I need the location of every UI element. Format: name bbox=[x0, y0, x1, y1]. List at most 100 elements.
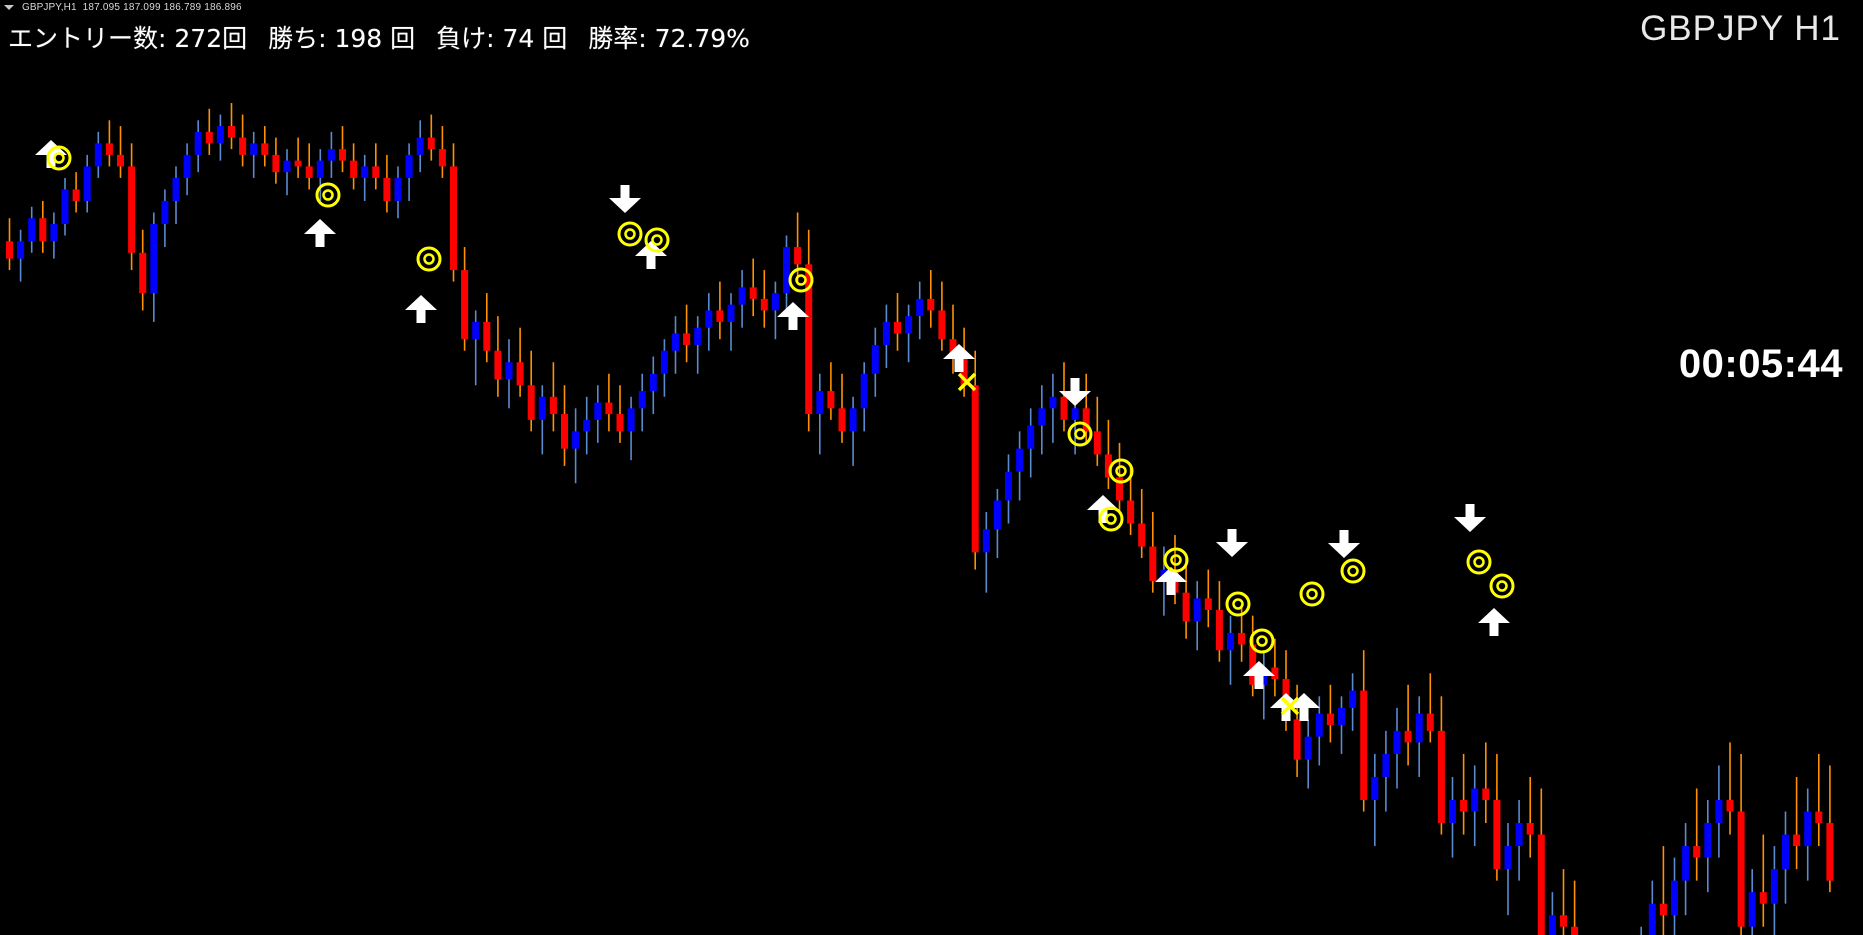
candle-bull bbox=[405, 154, 413, 178]
candle-bear bbox=[105, 143, 113, 155]
candle-bull bbox=[83, 166, 91, 201]
candle-bear bbox=[383, 177, 391, 201]
candle-bull bbox=[882, 321, 890, 345]
candle-bull bbox=[1704, 823, 1712, 858]
candle-bull bbox=[161, 200, 169, 224]
candle-bear bbox=[438, 149, 446, 167]
candle-bear bbox=[1826, 823, 1834, 881]
candle-bear bbox=[239, 137, 247, 155]
candle-wick bbox=[1762, 834, 1765, 927]
candle-bear bbox=[1726, 800, 1734, 812]
candle-bear bbox=[1360, 690, 1368, 800]
candle-bear bbox=[261, 143, 269, 155]
candle-bear bbox=[1493, 800, 1501, 870]
ohlc-values: 187.095 187.099 186.789 186.896 bbox=[82, 2, 242, 13]
candle-bull bbox=[627, 408, 635, 432]
candle-wick bbox=[1562, 869, 1565, 935]
candle-bull bbox=[1548, 915, 1556, 935]
candle-bear bbox=[205, 131, 213, 144]
candle-bull bbox=[738, 287, 746, 305]
losses-label: 負け: bbox=[436, 24, 495, 53]
candle-bull bbox=[1770, 869, 1778, 904]
candle-bear bbox=[516, 362, 524, 386]
candle-bull bbox=[1382, 753, 1390, 777]
candle-bear bbox=[971, 385, 979, 553]
candle-bear bbox=[927, 298, 935, 311]
candle-bear bbox=[1460, 800, 1468, 812]
candle-bear bbox=[1116, 477, 1123, 501]
candle-bull bbox=[250, 143, 258, 155]
candle-bull bbox=[572, 431, 580, 449]
candle-bear bbox=[305, 166, 313, 178]
candle-bull bbox=[1682, 846, 1690, 881]
candle-bull bbox=[638, 391, 646, 409]
candle-series bbox=[6, 103, 1834, 935]
candle-bull bbox=[1782, 834, 1789, 870]
candle-wick bbox=[1485, 742, 1487, 824]
candle-bear bbox=[6, 241, 13, 259]
candle-bull bbox=[1371, 776, 1379, 800]
candle-bull bbox=[94, 143, 102, 167]
candle-bear bbox=[350, 160, 358, 178]
losses-value: 74 回 bbox=[502, 24, 568, 53]
candle-bull bbox=[916, 298, 924, 317]
candle-bear bbox=[760, 298, 768, 311]
symbol-watermark: GBPJPY H1 bbox=[1640, 9, 1841, 48]
candle-bull bbox=[283, 160, 291, 173]
candle-bear bbox=[1815, 811, 1823, 824]
candle-bear bbox=[494, 350, 502, 380]
candle-bear bbox=[1271, 667, 1279, 680]
candle-wick bbox=[1818, 753, 1820, 847]
candle-bear bbox=[39, 218, 47, 242]
candle-bear bbox=[1437, 730, 1445, 824]
candle-bull bbox=[172, 177, 180, 201]
candle-bull bbox=[771, 293, 779, 311]
symbol-period-label: GBPJPY,H1 bbox=[22, 2, 77, 13]
winrate-value: 72.79% bbox=[654, 24, 750, 53]
candle-bull bbox=[183, 154, 191, 178]
bar-countdown-timer: 00:05:44 bbox=[1678, 342, 1843, 386]
candle-bull bbox=[1415, 713, 1423, 743]
candle-wick bbox=[297, 137, 299, 178]
candle-bear bbox=[1537, 834, 1545, 935]
candle-bull bbox=[1315, 713, 1323, 737]
candle-bull bbox=[472, 321, 480, 340]
candle-bear bbox=[1759, 892, 1767, 904]
candle-bull bbox=[1504, 846, 1512, 870]
chevron-down-icon[interactable] bbox=[4, 5, 14, 10]
candle-bull bbox=[694, 327, 702, 345]
candle-bull bbox=[583, 419, 591, 432]
entries-value: 272回 bbox=[174, 24, 248, 53]
candle-bear bbox=[1482, 788, 1490, 800]
candle-wick bbox=[1407, 684, 1409, 766]
candle-bear bbox=[139, 252, 147, 294]
candle-bull bbox=[1338, 707, 1345, 726]
candle-bull bbox=[61, 189, 69, 224]
candle-bear bbox=[605, 402, 613, 415]
candle-bull bbox=[905, 316, 913, 334]
candle-bear bbox=[1082, 408, 1090, 432]
candle-bull bbox=[1160, 569, 1168, 582]
candle-bull bbox=[28, 218, 36, 242]
candle-bull bbox=[327, 149, 335, 161]
candle-wick bbox=[1795, 776, 1798, 870]
candle-bear bbox=[1149, 546, 1157, 582]
candle-wick bbox=[1052, 373, 1054, 443]
candle-wick bbox=[363, 154, 366, 201]
wins-value: 198 回 bbox=[334, 24, 416, 53]
candle-bull bbox=[816, 391, 824, 415]
candle-bear bbox=[1127, 500, 1135, 524]
candle-bull bbox=[1515, 823, 1523, 847]
candle-wick bbox=[1695, 788, 1698, 881]
candle-bull bbox=[1748, 892, 1756, 927]
candle-bull bbox=[194, 131, 202, 155]
entries-label: エントリー数: bbox=[8, 24, 167, 53]
candle-bear bbox=[1238, 632, 1246, 645]
candle-bull bbox=[1049, 396, 1057, 409]
candle-bull bbox=[860, 373, 868, 409]
candle-bear bbox=[1204, 598, 1212, 610]
candle-bear bbox=[72, 189, 80, 201]
candle-bear bbox=[483, 321, 491, 351]
